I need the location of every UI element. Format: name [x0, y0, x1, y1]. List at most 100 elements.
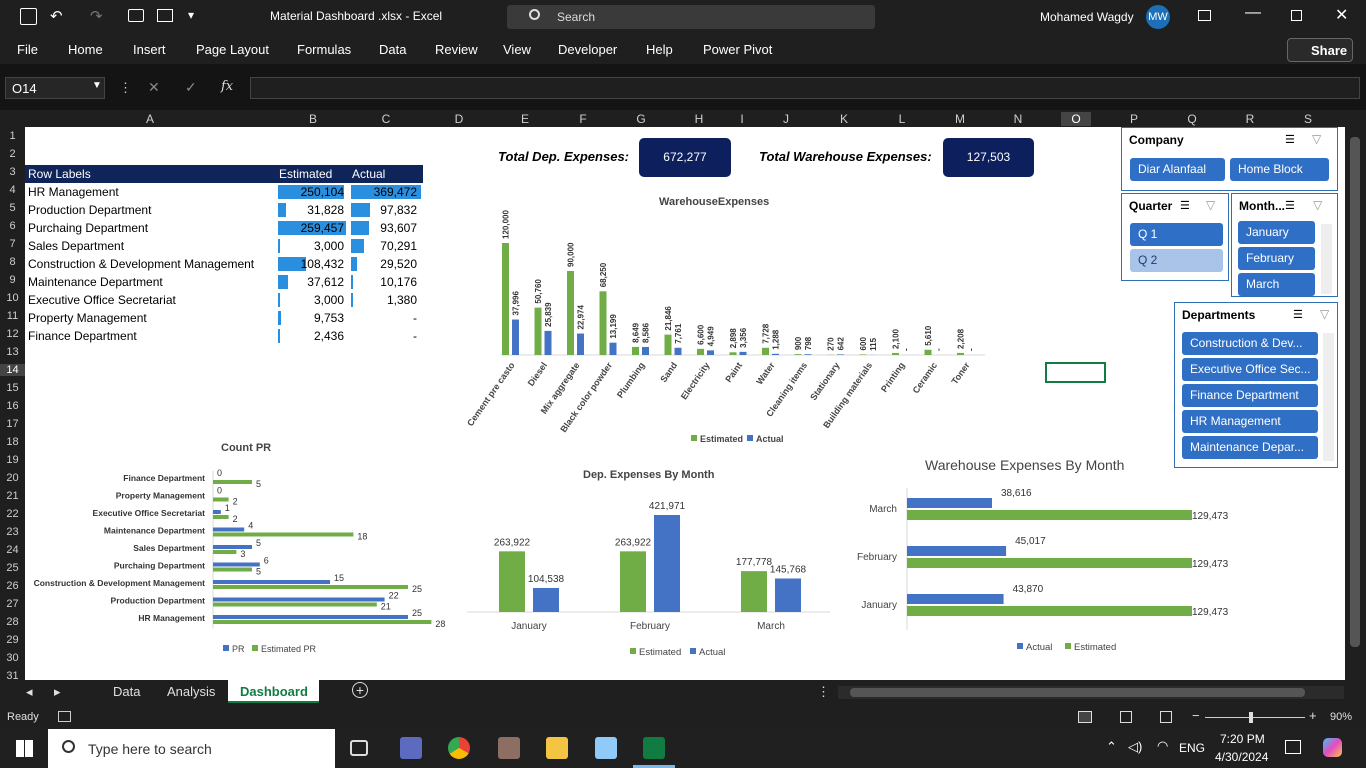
cancel-icon[interactable]: ✕ [148, 79, 160, 95]
column-header-N[interactable]: N [1013, 112, 1023, 126]
row-header-14[interactable]: 14 [0, 364, 25, 376]
pivot-row-label[interactable]: Property Management [28, 311, 147, 325]
zoom-level[interactable]: 90% [1330, 711, 1353, 723]
pivot-estimated-value[interactable]: 37,612 [307, 275, 344, 289]
column-header-F[interactable]: F [579, 112, 587, 126]
clock-time[interactable]: 7:20 PM [1220, 732, 1265, 746]
tab-analysis[interactable]: Analysis [167, 684, 216, 699]
undo-icon[interactable]: ↶ [50, 8, 63, 25]
chart-icon[interactable] [157, 9, 173, 22]
column-header-O[interactable]: O [1061, 112, 1091, 126]
task-view-icon[interactable] [350, 740, 368, 756]
warehouse-expenses-chart[interactable]: 120,000 37,996 Cement pre casto 50,76025,83… [445, 197, 985, 452]
pivot-header-row-labels[interactable]: Row Labels [28, 167, 91, 181]
row-header-18[interactable]: 18 [6, 436, 19, 448]
ribbon-display-icon[interactable] [1198, 10, 1211, 21]
copilot-icon[interactable] [1323, 738, 1342, 757]
slicer-item-diar-alanfaal[interactable]: Diar Alanfaal [1130, 158, 1225, 181]
multiselect-icon[interactable]: ☰ [1180, 200, 1190, 212]
menu-developer[interactable]: Developer [558, 42, 618, 57]
pivot-row-label[interactable]: Executive Office Secretariat [28, 293, 176, 307]
pivot-estimated-value[interactable]: 108,432 [300, 257, 344, 271]
column-header-E[interactable]: E [520, 112, 529, 126]
zoom-out-icon[interactable]: − [1192, 708, 1200, 723]
more-tabs-icon[interactable]: ⋮ [817, 684, 830, 699]
row-header-3[interactable]: 3 [9, 166, 16, 178]
tray-up-icon[interactable]: ⌃ [1106, 739, 1117, 754]
user-name[interactable]: Mohamed Wagdy [1040, 10, 1134, 24]
menu-file[interactable]: File [17, 42, 38, 57]
media-app-icon[interactable] [498, 737, 520, 759]
row-header-26[interactable]: 26 [6, 580, 19, 592]
pivot-header-estimated[interactable]: Estimated [279, 167, 333, 181]
menu-help[interactable]: Help [646, 42, 673, 57]
slicer-item-executive[interactable]: Executive Office Sec... [1182, 358, 1318, 381]
pivot-row-label[interactable]: Purchaing Department [28, 221, 149, 235]
row-header-1[interactable]: 1 [9, 130, 16, 142]
redo-icon[interactable]: ↷ [90, 8, 103, 25]
row-header-22[interactable]: 22 [6, 508, 19, 520]
row-header-21[interactable]: 21 [6, 490, 19, 502]
month-slicer-scrollbar[interactable] [1321, 224, 1332, 294]
row-header-20[interactable]: 20 [6, 472, 19, 484]
clear-filter-icon[interactable]: ▽ [1320, 307, 1330, 321]
row-header-7[interactable]: 7 [9, 238, 16, 250]
row-header-30[interactable]: 30 [6, 652, 19, 664]
name-box[interactable]: O14 [5, 77, 105, 99]
menu-insert[interactable]: Insert [133, 42, 166, 57]
vertical-scroll-thumb[interactable] [1350, 137, 1360, 647]
row-header-5[interactable]: 5 [9, 202, 16, 214]
vertical-scrollbar[interactable] [1345, 127, 1366, 680]
row-header-27[interactable]: 27 [6, 598, 19, 610]
column-header-B[interactable]: B [308, 112, 317, 126]
row-header-25[interactable]: 25 [6, 562, 19, 574]
clear-filter-icon[interactable]: ▽ [1313, 198, 1323, 212]
row-header-15[interactable]: 15 [6, 382, 19, 394]
file-explorer-icon[interactable] [546, 737, 568, 759]
next-sheet-icon[interactable]: ▸ [54, 684, 61, 699]
tab-data[interactable]: Data [113, 684, 141, 699]
pivot-actual-value[interactable]: 369,472 [373, 185, 417, 199]
slicer-item-construction[interactable]: Construction & Dev... [1182, 332, 1318, 355]
pivot-actual-value[interactable]: 93,607 [380, 221, 417, 235]
row-header-28[interactable]: 28 [6, 616, 19, 628]
pivot-row-label[interactable]: Finance Department [28, 329, 137, 343]
row-header-8[interactable]: 8 [9, 256, 16, 268]
column-header-H[interactable]: H [694, 112, 704, 126]
page-layout-view-icon[interactable] [1120, 711, 1132, 723]
count-pr-chart[interactable]: Finance Department 0 5 Property Management 0… [25, 457, 470, 662]
more-options-icon[interactable]: ⋮ [119, 80, 132, 95]
slicer-item-march[interactable]: March [1238, 273, 1315, 296]
pivot-row-label[interactable]: Sales Department [28, 239, 125, 253]
row-header-29[interactable]: 29 [6, 634, 19, 646]
menu-home[interactable]: Home [68, 42, 103, 57]
notes-app-icon[interactable] [595, 737, 617, 759]
row-header-6[interactable]: 6 [9, 220, 16, 232]
windows-start-icon[interactable] [16, 740, 33, 757]
pivot-estimated-value[interactable]: 3,000 [313, 293, 344, 307]
row-header-9[interactable]: 9 [9, 274, 16, 286]
clock-date[interactable]: 4/30/2024 [1215, 750, 1269, 764]
autosave-icon[interactable] [20, 8, 37, 25]
search-box[interactable]: Search [507, 5, 875, 29]
pivot-actual-value[interactable]: - [413, 329, 417, 343]
multiselect-icon[interactable]: ☰ [1285, 200, 1295, 212]
pivot-row-label[interactable]: Production Department [28, 203, 152, 217]
menu-page-layout[interactable]: Page Layout [196, 42, 270, 57]
zoom-in-icon[interactable]: + [1309, 708, 1317, 723]
page-break-view-icon[interactable] [1160, 711, 1172, 723]
slicer-item-q1[interactable]: Q 1 [1130, 223, 1223, 246]
minimize-icon[interactable]: — [1245, 4, 1261, 21]
pivot-actual-value[interactable]: 97,832 [380, 203, 417, 217]
add-sheet-icon[interactable]: + [352, 682, 368, 698]
column-header-R[interactable]: R [1245, 112, 1255, 126]
zoom-slider[interactable] [1205, 712, 1305, 723]
normal-view-icon[interactable] [1078, 711, 1092, 723]
maximize-icon[interactable] [1291, 10, 1302, 21]
column-header-A[interactable]: A [145, 112, 154, 126]
slicer-item-january[interactable]: January [1238, 221, 1315, 244]
row-header-4[interactable]: 4 [9, 184, 16, 196]
row-header-23[interactable]: 23 [6, 526, 19, 538]
pivot-estimated-value[interactable]: 3,000 [313, 239, 344, 253]
pivot-estimated-value[interactable]: 9,753 [313, 311, 344, 325]
